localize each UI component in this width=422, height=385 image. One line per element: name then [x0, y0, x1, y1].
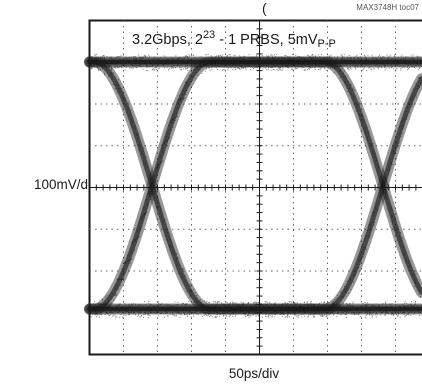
trace-noise — [89, 54, 422, 318]
eye-traces — [84, 54, 422, 318]
conditions-prefix: 3.2Gbps, 2 — [132, 32, 203, 48]
conditions-subscript: P-P — [318, 38, 336, 50]
conditions-superscript: 23 — [203, 29, 215, 41]
measurement-conditions: 3.2Gbps, 223 - 1 PRBS, 5mVP-P — [132, 29, 336, 50]
center-axes — [89, 20, 422, 355]
x-axis-label: 50ps/div — [229, 366, 280, 381]
conditions-middle: - 1 PRBS, 5mV — [215, 32, 318, 48]
chart-title: ( — [262, 0, 267, 16]
reference-code: MAX3748H toc07 — [356, 3, 419, 12]
y-axis-label: 100mV/div — [34, 177, 98, 192]
plot-area — [84, 19, 422, 356]
